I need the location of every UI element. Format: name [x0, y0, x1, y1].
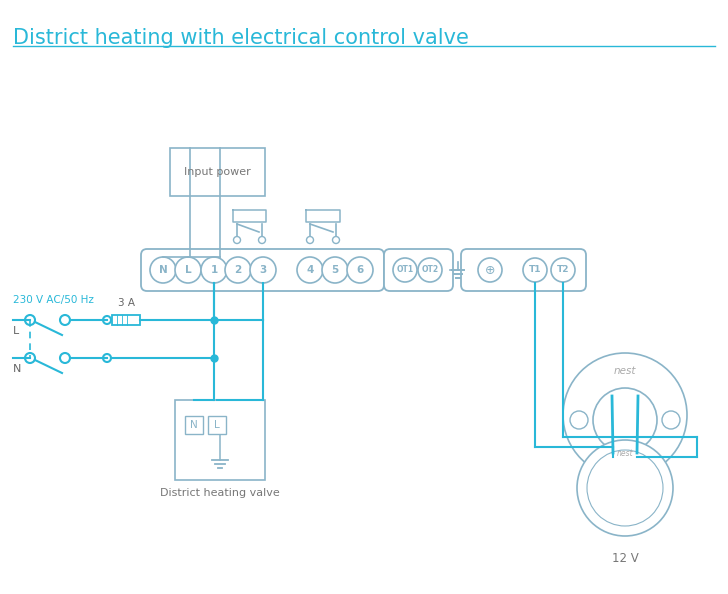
FancyBboxPatch shape: [461, 249, 586, 291]
Circle shape: [577, 440, 673, 536]
Text: 3 A: 3 A: [117, 298, 135, 308]
Text: nest: nest: [614, 366, 636, 376]
Circle shape: [60, 353, 70, 363]
Circle shape: [258, 236, 266, 244]
Circle shape: [201, 257, 227, 283]
Bar: [185, 416, 203, 434]
Circle shape: [306, 236, 314, 244]
Circle shape: [250, 257, 276, 283]
Text: N: N: [190, 420, 198, 430]
Text: T1: T1: [529, 266, 541, 274]
Text: Input power: Input power: [184, 167, 251, 177]
Text: OT2: OT2: [422, 266, 438, 274]
Text: District heating with electrical control valve: District heating with electrical control…: [13, 28, 469, 48]
Bar: [208, 416, 226, 434]
Text: 4: 4: [306, 265, 314, 275]
Circle shape: [175, 257, 201, 283]
Text: nest: nest: [617, 450, 633, 459]
Text: N: N: [13, 364, 21, 374]
Circle shape: [634, 454, 640, 460]
Text: 230 V AC/50 Hz: 230 V AC/50 Hz: [13, 295, 94, 305]
Circle shape: [150, 257, 176, 283]
Circle shape: [523, 258, 547, 282]
Circle shape: [551, 258, 575, 282]
Circle shape: [570, 411, 588, 429]
Text: 3: 3: [259, 265, 266, 275]
Circle shape: [347, 257, 373, 283]
Text: 6: 6: [357, 265, 363, 275]
FancyBboxPatch shape: [141, 249, 384, 291]
Circle shape: [393, 258, 417, 282]
Circle shape: [333, 236, 339, 244]
Circle shape: [60, 315, 70, 325]
Text: L: L: [214, 420, 220, 430]
Text: L: L: [185, 265, 191, 275]
Text: 5: 5: [331, 265, 339, 275]
Text: OT1: OT1: [397, 266, 414, 274]
Bar: [170, 148, 265, 196]
Circle shape: [418, 258, 442, 282]
Bar: [175, 400, 265, 480]
Text: 2: 2: [234, 265, 242, 275]
Circle shape: [322, 257, 348, 283]
Bar: [112, 315, 140, 325]
Circle shape: [103, 354, 111, 362]
Circle shape: [587, 450, 663, 526]
Text: 12 V: 12 V: [612, 552, 638, 565]
Circle shape: [225, 257, 251, 283]
Text: ⊕: ⊕: [485, 264, 495, 276]
Circle shape: [563, 353, 687, 477]
Circle shape: [593, 388, 657, 452]
Text: L: L: [13, 326, 19, 336]
Circle shape: [25, 353, 35, 363]
Circle shape: [234, 236, 240, 244]
Text: T2: T2: [557, 266, 569, 274]
Circle shape: [610, 454, 616, 460]
Text: N: N: [159, 265, 167, 275]
Circle shape: [103, 316, 111, 324]
Text: District heating valve: District heating valve: [160, 488, 280, 498]
FancyBboxPatch shape: [384, 249, 453, 291]
Circle shape: [478, 258, 502, 282]
Text: 1: 1: [210, 265, 218, 275]
Circle shape: [25, 315, 35, 325]
Circle shape: [662, 411, 680, 429]
Circle shape: [297, 257, 323, 283]
